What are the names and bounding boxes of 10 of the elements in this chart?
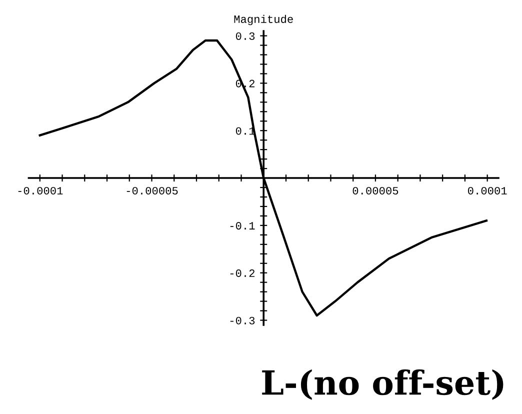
y-tick-label: -0.3 bbox=[230, 316, 255, 324]
x-tick-label: 0.0001 bbox=[468, 186, 507, 195]
x-tick-label: -0.00005 bbox=[126, 186, 178, 195]
y-tick-label: 0.3 bbox=[236, 32, 255, 40]
x-tick-label: -0.0001 bbox=[18, 186, 63, 195]
y-axis-title: Magnitude bbox=[234, 14, 293, 26]
text: L-(no off-set) bbox=[262, 369, 504, 400]
y-tick-label: -0.2 bbox=[230, 269, 254, 277]
y-tick-label: -0.1 bbox=[230, 222, 255, 230]
x-tick-label: 0.00005 bbox=[352, 186, 398, 195]
